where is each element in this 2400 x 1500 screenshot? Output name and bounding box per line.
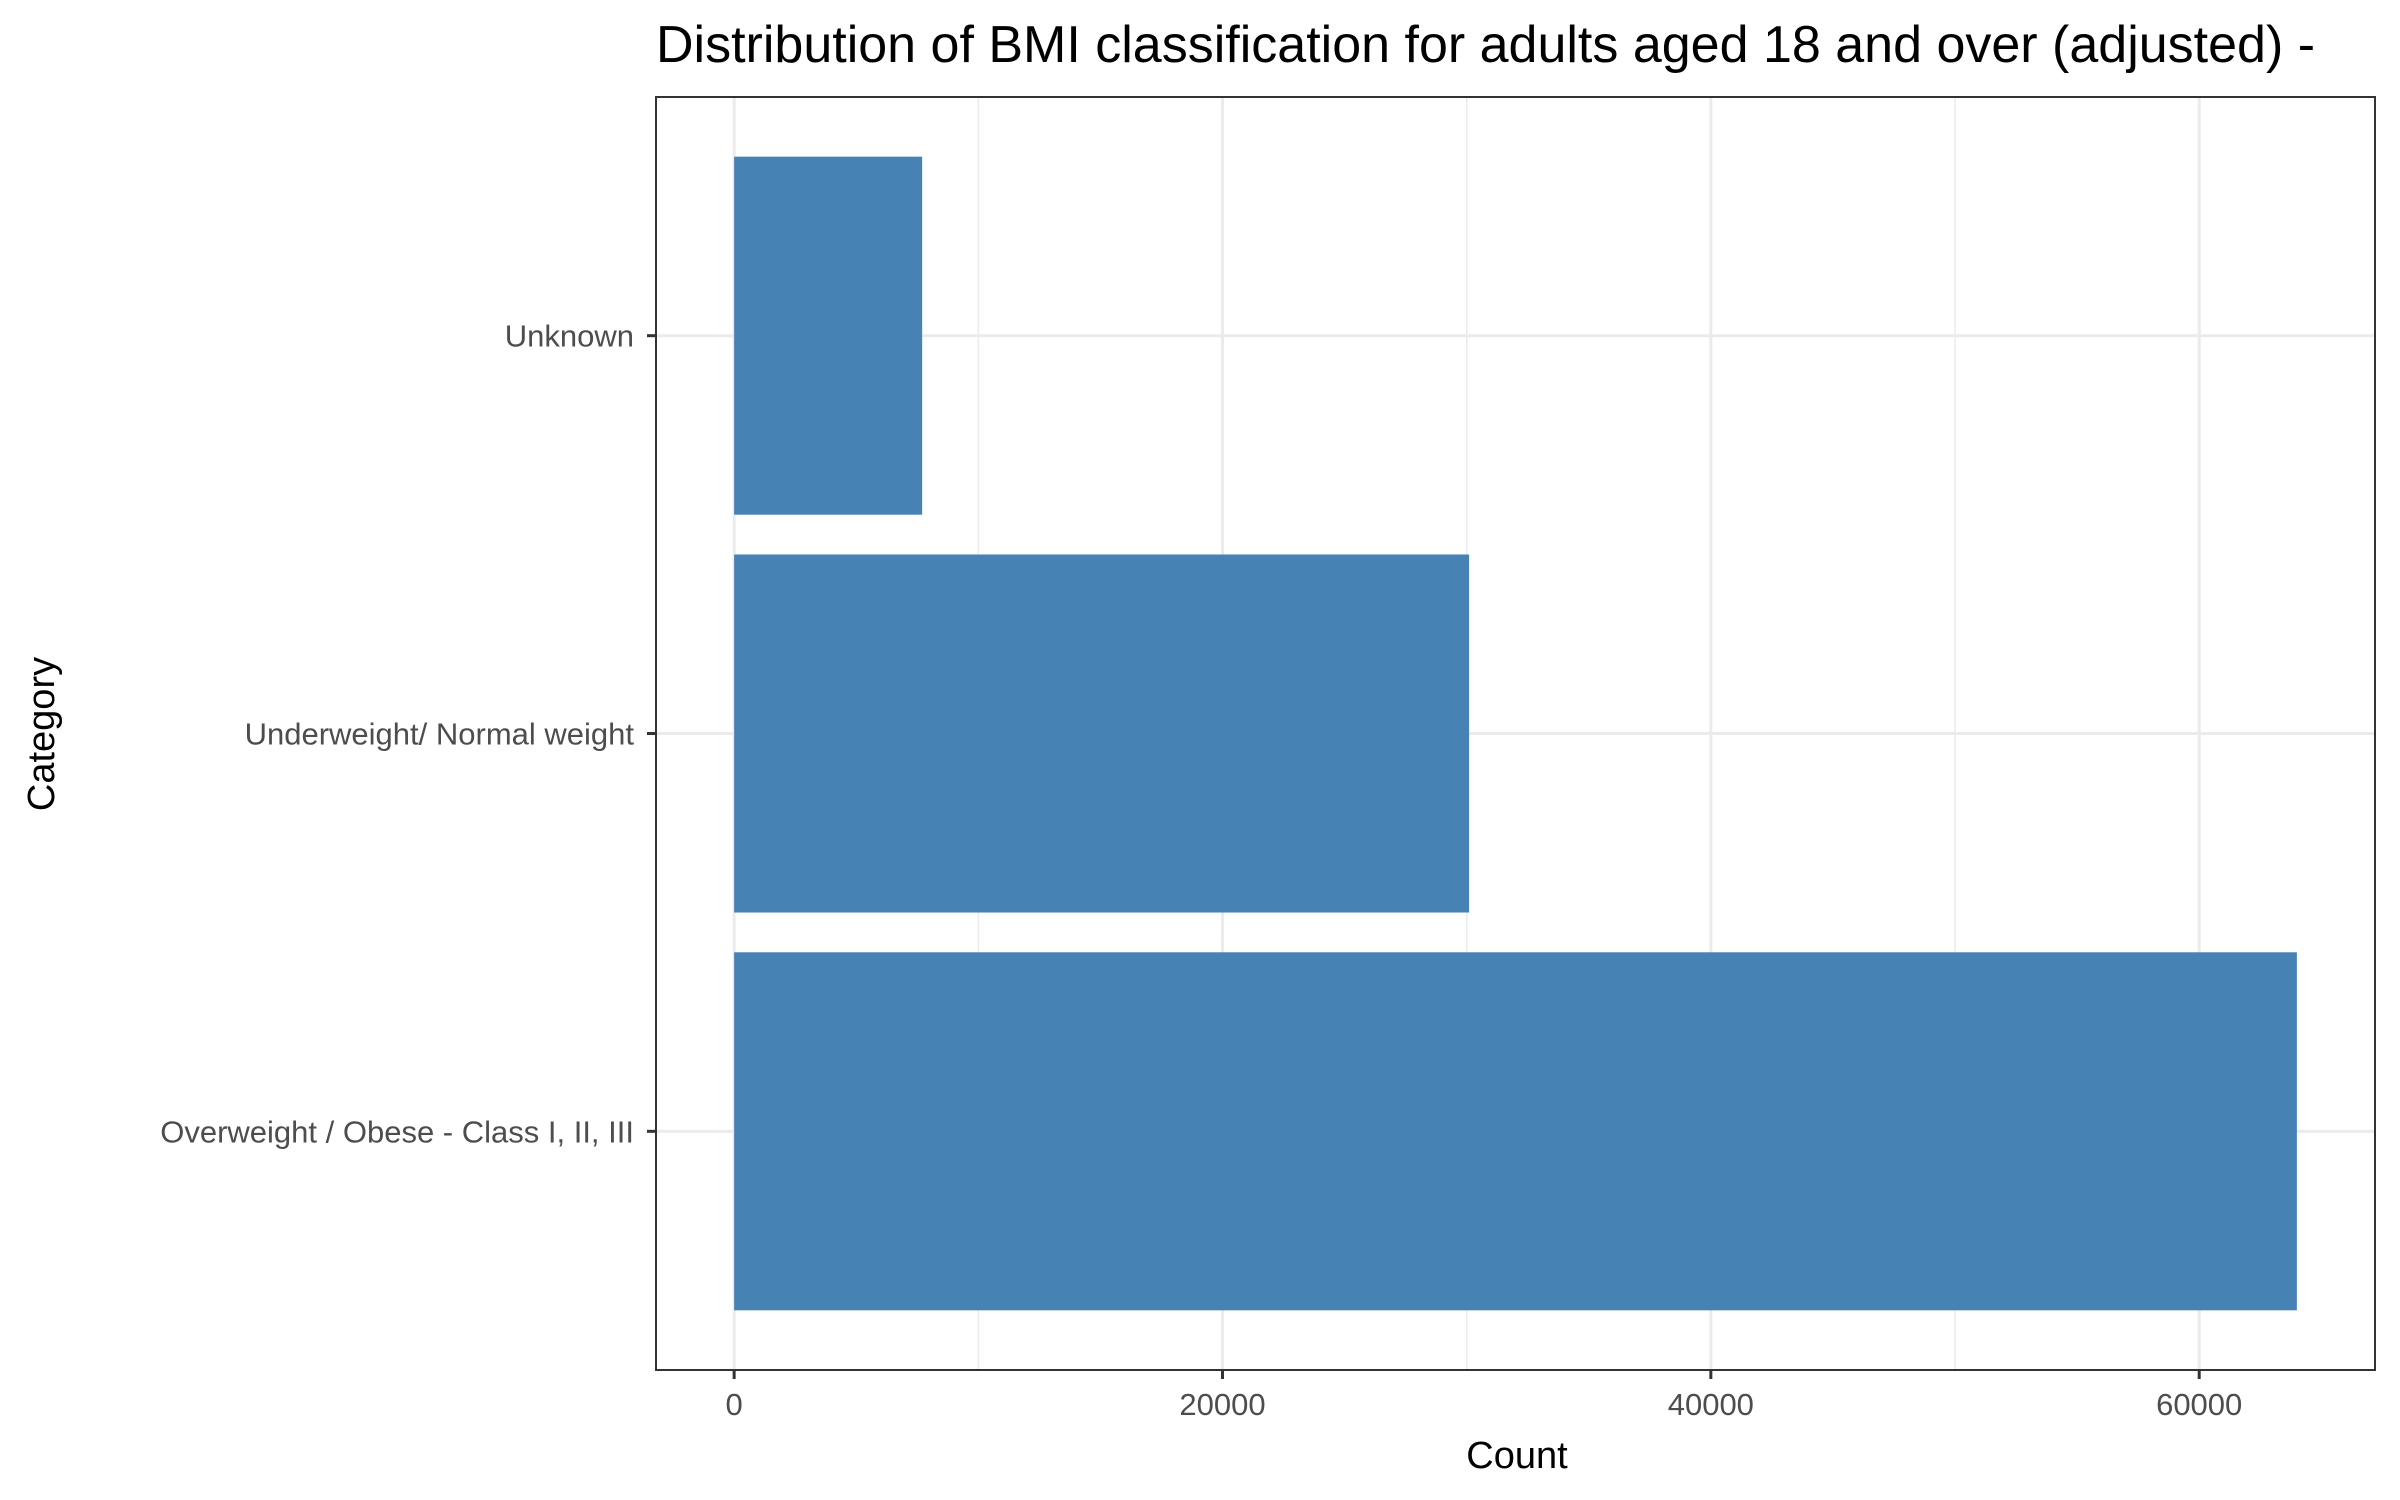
- y-axis-title: Category: [21, 657, 63, 811]
- bar: [734, 554, 1470, 913]
- x-tick-label: 20000: [1179, 1387, 1265, 1422]
- x-tick-label: 60000: [2156, 1387, 2242, 1422]
- bars: [734, 156, 2297, 1311]
- y-tick-label: Unknown: [505, 319, 634, 354]
- bar: [734, 952, 2297, 1311]
- y-tick-label: Overweight / Obese - Class I, II, III: [160, 1114, 634, 1149]
- y-axis: Overweight / Obese - Class I, II, III Und…: [160, 319, 656, 1149]
- bar: [734, 156, 923, 515]
- y-tick-label: Underweight/ Normal weight: [245, 717, 635, 752]
- x-axis: 0 20000 40000 60000: [726, 1370, 2242, 1422]
- chart-title: Distribution of BMI classification for a…: [656, 16, 2315, 74]
- x-axis-title: Count: [1466, 1435, 1568, 1477]
- x-tick-label: 40000: [1668, 1387, 1754, 1422]
- x-tick-label: 0: [726, 1387, 743, 1422]
